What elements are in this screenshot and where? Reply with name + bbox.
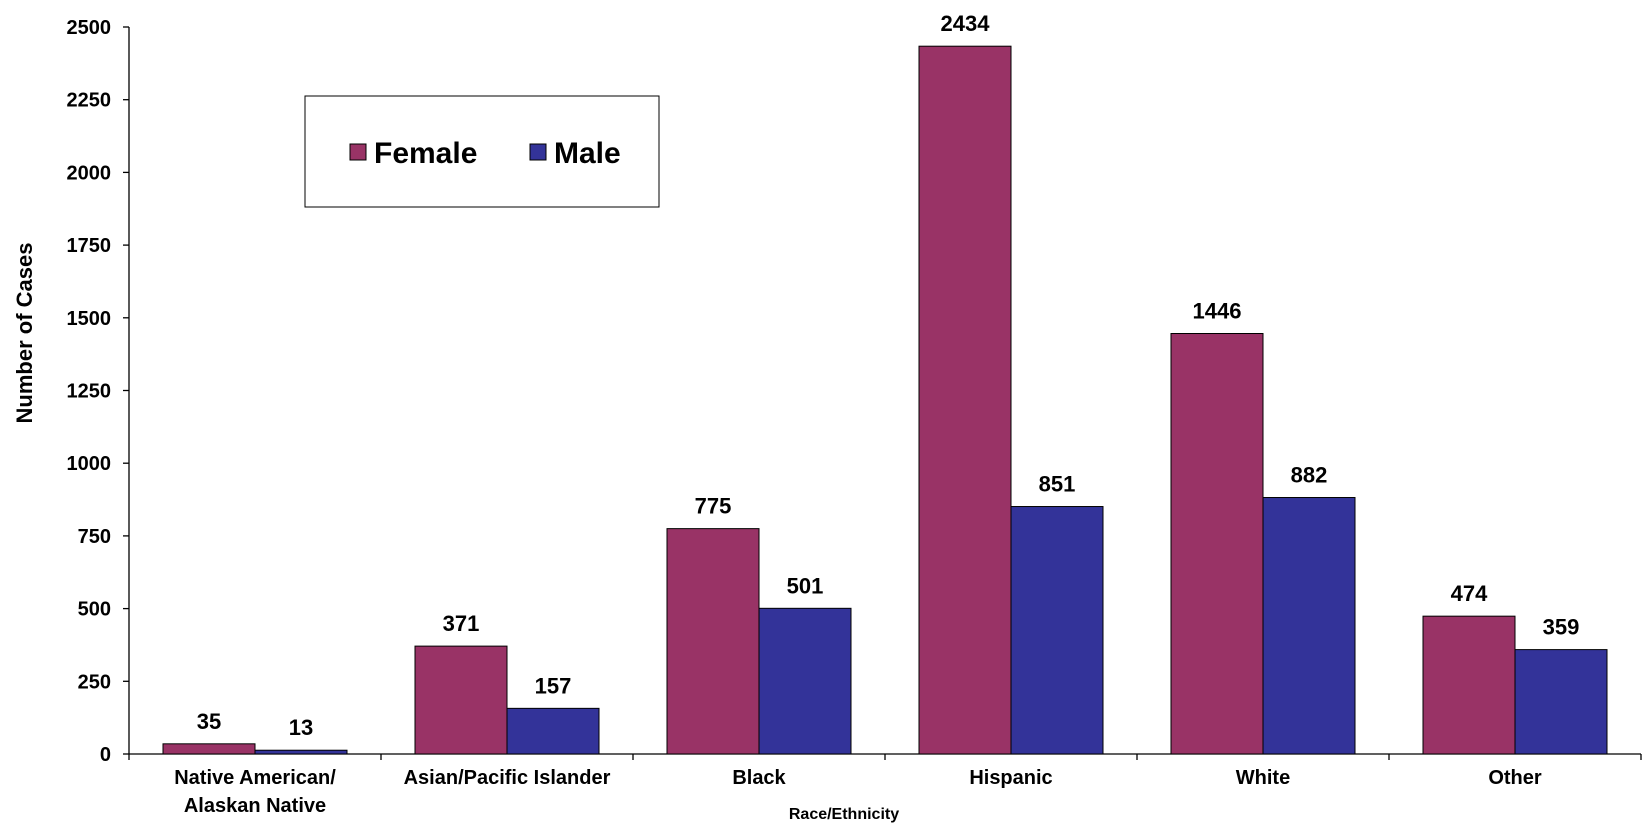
y-tick-label: 2500	[67, 17, 112, 39]
bar-male	[1514, 649, 1608, 755]
legend-label-female: Female	[374, 137, 477, 170]
y-tick-label: 0	[100, 744, 111, 766]
y-tick-label: 2000	[67, 162, 112, 184]
y-tick-label: 500	[78, 599, 111, 621]
x-axis-title: Race/Ethnicity	[789, 806, 899, 823]
bar-female	[162, 743, 256, 755]
data-label-male: 359	[1543, 615, 1580, 640]
y-tick-label: 250	[78, 671, 111, 693]
data-label-female: 474	[1451, 581, 1488, 606]
y-tick-label: 750	[78, 526, 111, 548]
x-category-label: White	[1236, 767, 1290, 789]
x-category-label: Hispanic	[969, 767, 1052, 789]
x-axis: Native American/Alaskan Native Asian/Paci…	[128, 753, 1642, 817]
data-label-female: 2434	[941, 11, 991, 36]
data-labels: 35 13 371 157 775 501 2434 851 1446 882 474 359	[197, 11, 1580, 740]
legend: Female Male	[304, 95, 660, 208]
bar-male	[758, 607, 852, 755]
y-tick-label: 1500	[67, 308, 112, 330]
x-category-label: Asian/Pacific Islander	[404, 767, 611, 789]
y-tick-label: 2250	[67, 90, 112, 112]
legend-label-male: Male	[554, 137, 621, 170]
data-label-female: 775	[695, 494, 732, 519]
data-label-female: 35	[197, 709, 221, 734]
y-tick-label: 1250	[67, 381, 112, 403]
data-label-male: 882	[1291, 463, 1328, 488]
y-tick-label: 1000	[67, 453, 112, 475]
legend-swatch-male	[529, 143, 547, 161]
data-label-female: 1446	[1193, 299, 1242, 324]
bar-male	[254, 749, 348, 755]
bar-female	[918, 45, 1012, 755]
y-axis: 0 250 500 750 1000 1250 1500 1750 2000 2250 2500	[67, 17, 130, 766]
bar-female	[414, 645, 508, 755]
legend-swatch-female	[349, 143, 367, 161]
bar-female	[1422, 615, 1516, 755]
bar-female	[1170, 333, 1264, 755]
bar-male	[1262, 497, 1356, 755]
bars	[162, 45, 1608, 755]
x-category-label: Other	[1488, 767, 1542, 789]
data-label-male: 851	[1039, 472, 1076, 497]
data-label-male: 501	[787, 573, 824, 598]
y-tick-label: 1750	[67, 235, 112, 257]
data-label-male: 157	[535, 673, 572, 698]
bar-male	[506, 707, 600, 755]
y-axis-title: Number of Cases	[12, 243, 37, 424]
data-label-female: 371	[443, 611, 480, 636]
data-label-male: 13	[289, 715, 313, 740]
bar-female	[666, 528, 760, 755]
bar-male	[1010, 506, 1104, 755]
x-category-label: Native American/Alaskan Native	[174, 767, 336, 817]
x-category-label: Black	[732, 767, 786, 789]
